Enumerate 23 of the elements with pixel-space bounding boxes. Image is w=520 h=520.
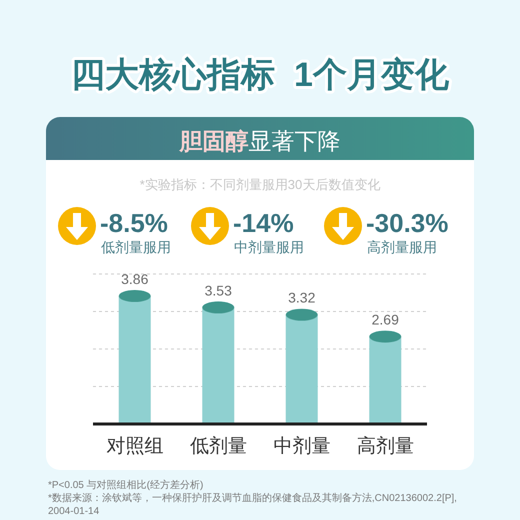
bar <box>369 330 402 424</box>
text: -14% <box>233 208 294 238</box>
x-tick-label: 低剂量 <box>190 435 247 457</box>
data-label: 3.53 <box>204 282 232 298</box>
x-tick-label: 对照组 <box>106 436 164 457</box>
x-tick-label: 高剂量 <box>356 435 414 457</box>
chart-subtitle: 胆固醇显著下降 <box>178 128 340 154</box>
text: -30.3% <box>366 208 448 238</box>
text: 中剂量服用 <box>234 239 304 255</box>
data-label: 2.69 <box>372 312 400 328</box>
text: *实验指标：不同剂量服用30天后数值变化 <box>140 177 380 192</box>
bar <box>202 301 234 424</box>
text: -8.5% <box>100 208 168 238</box>
x-tick-label: 中剂量 <box>273 435 330 457</box>
bar <box>118 290 151 424</box>
text: 低剂量服用 <box>101 239 171 255</box>
bar <box>286 308 318 424</box>
text: 高剂量服用 <box>367 239 437 255</box>
data-label: 3.86 <box>121 270 149 287</box>
chart-title: 四大核心指标 1个月变化 <box>71 56 450 94</box>
text: *P<0.05 与对照组相比(经方差分析) <box>48 479 204 491</box>
data-label: 3.32 <box>288 290 316 306</box>
text: *数据来源：涂钦斌等，一种保肝护肝及调节血脂的保健食品及其制备方法,CN02136002.2[P],2004-01-14 <box>48 492 457 517</box>
